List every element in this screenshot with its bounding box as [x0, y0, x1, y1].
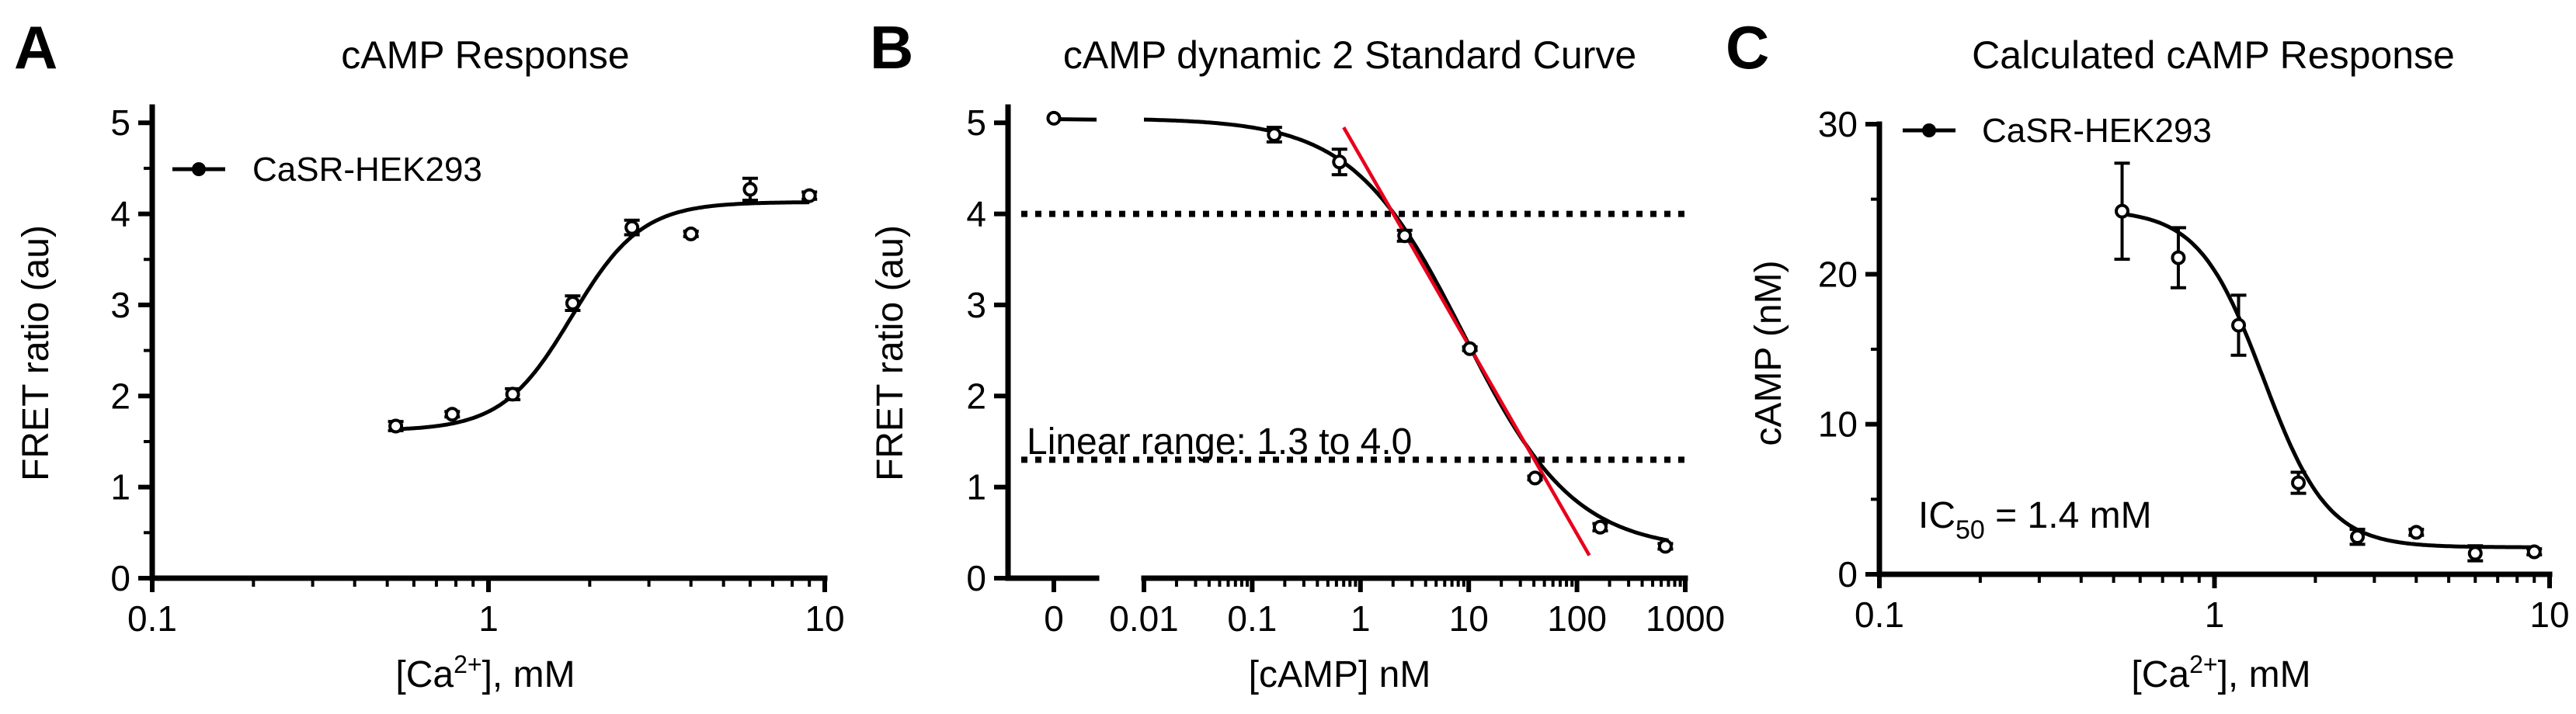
y-tick-label: 4 [110, 194, 130, 234]
x-tick-label: 10 [805, 598, 844, 639]
data-point [2408, 525, 2424, 540]
chart-title: cAMP Response [341, 33, 629, 77]
linear-range-annotation: Linear range: 1.3 to 4.0 [1027, 421, 1412, 463]
data-point [1332, 154, 1347, 170]
panel-c: C Calculated cAMP Response cAMP (nM) [Ca… [1726, 13, 2570, 695]
panel-b: B cAMP dynamic 2 Standard Curve FRET rat… [870, 13, 1725, 695]
x-tick-label: 10 [1449, 598, 1489, 639]
y-tick-label: 2 [966, 376, 986, 416]
axes [1876, 121, 2553, 577]
data-point [2115, 203, 2130, 219]
y-axis-label: cAMP (nM) [1748, 260, 1789, 445]
data-point [2467, 546, 2483, 561]
data-point [1046, 110, 1062, 126]
panel-a: A cAMP Response FRET ratio (au) [Ca2+], … [14, 13, 845, 695]
y-tick-label: 10 [1818, 404, 1858, 445]
x-axis-label-part: ], mM [2218, 654, 2311, 695]
y-tick-label: 0 [110, 558, 130, 598]
y-tick-label: 30 [1818, 104, 1858, 144]
x-tick-label: 0.1 [127, 598, 177, 639]
x-axis-label-part: [Ca [395, 654, 454, 695]
x-tick-label: 0 [1044, 598, 1064, 639]
chart-title: Calculated cAMP Response [1972, 33, 2455, 77]
x-tick-label: 0.1 [1227, 598, 1277, 639]
x-tick-label: 1000 [1646, 598, 1725, 639]
x-axis-label-superscript: 2+ [454, 650, 481, 678]
data-point [624, 220, 640, 235]
x-tick-label: 10 [2529, 594, 2569, 635]
data-point [2291, 475, 2307, 490]
y-tick-label: 5 [966, 102, 986, 143]
data-point [683, 226, 699, 241]
y-tick-label: 3 [966, 285, 986, 325]
x-axis-label-part: ], mM [482, 654, 575, 695]
legend-marker [192, 162, 206, 176]
data-point [2526, 544, 2542, 560]
chart-title: cAMP dynamic 2 Standard Curve [1063, 33, 1636, 77]
data-point [2231, 317, 2247, 333]
data-point [2171, 250, 2186, 265]
y-tick-label: 1 [966, 467, 986, 508]
data-point [2350, 529, 2366, 545]
legend-marker [1922, 123, 1936, 137]
legend: CaSR-HEK293 [172, 151, 482, 189]
x-axis-label-superscript: 2+ [2189, 650, 2217, 678]
panel-label-a: A [14, 13, 57, 81]
y-tick-label: 1 [110, 467, 130, 508]
linear-fit-line [1342, 126, 1591, 556]
fit-curve [1144, 117, 1669, 542]
x-axis-label: [Ca2+], mM [2131, 650, 2310, 695]
panel-label-c: C [1726, 13, 1769, 81]
legend-label: CaSR-HEK293 [252, 151, 482, 189]
data-point [505, 386, 520, 402]
x-tick-label: 1 [478, 598, 499, 639]
ic50-annotation-part: IC [1918, 495, 1955, 536]
data-point [565, 296, 580, 311]
y-tick-label: 20 [1818, 254, 1858, 294]
data-point [444, 407, 460, 422]
data-point [1267, 127, 1282, 142]
y-axis-label: FRET ratio (au) [870, 225, 911, 481]
data-point [1397, 228, 1413, 244]
ic50-annotation: IC50 = 1.4 mM [1918, 495, 2152, 545]
fit-curve [2122, 212, 2535, 549]
y-tick-label: 5 [110, 102, 130, 143]
data-point [388, 418, 404, 434]
y-tick-label: 4 [966, 194, 986, 234]
y-tick-label: 3 [110, 285, 130, 325]
y-tick-label: 0 [966, 558, 986, 598]
x-axis-label: [Ca2+], mM [395, 650, 575, 695]
data-point [1592, 519, 1608, 535]
ic50-annotation-subscript: 50 [1955, 515, 1985, 545]
data-point [1657, 539, 1673, 554]
y-tick-label: 2 [110, 376, 130, 416]
x-tick-label: 1 [2205, 594, 2225, 635]
ic50-annotation-part: = 1.4 mM [1985, 495, 2152, 536]
x-axis-label-part: [Ca [2131, 654, 2189, 695]
x-tick-label: 0.1 [1855, 594, 1904, 635]
data-point [1528, 470, 1543, 486]
y-axis-label: FRET ratio (au) [16, 225, 57, 481]
x-tick-label: 0.01 [1109, 598, 1179, 639]
x-axis-label: [cAMP] nM [1249, 654, 1431, 695]
legend-label: CaSR-HEK293 [1982, 112, 2212, 150]
legend: CaSR-HEK293 [1903, 112, 2212, 150]
x-tick-label: 1 [1351, 598, 1371, 639]
data-point [1462, 341, 1478, 356]
fit-curve [395, 200, 810, 432]
y-tick-label: 0 [1837, 554, 1858, 594]
data-point [742, 182, 758, 197]
panel-label-b: B [870, 13, 913, 81]
x-tick-label: 100 [1547, 598, 1607, 639]
data-point [801, 188, 817, 203]
